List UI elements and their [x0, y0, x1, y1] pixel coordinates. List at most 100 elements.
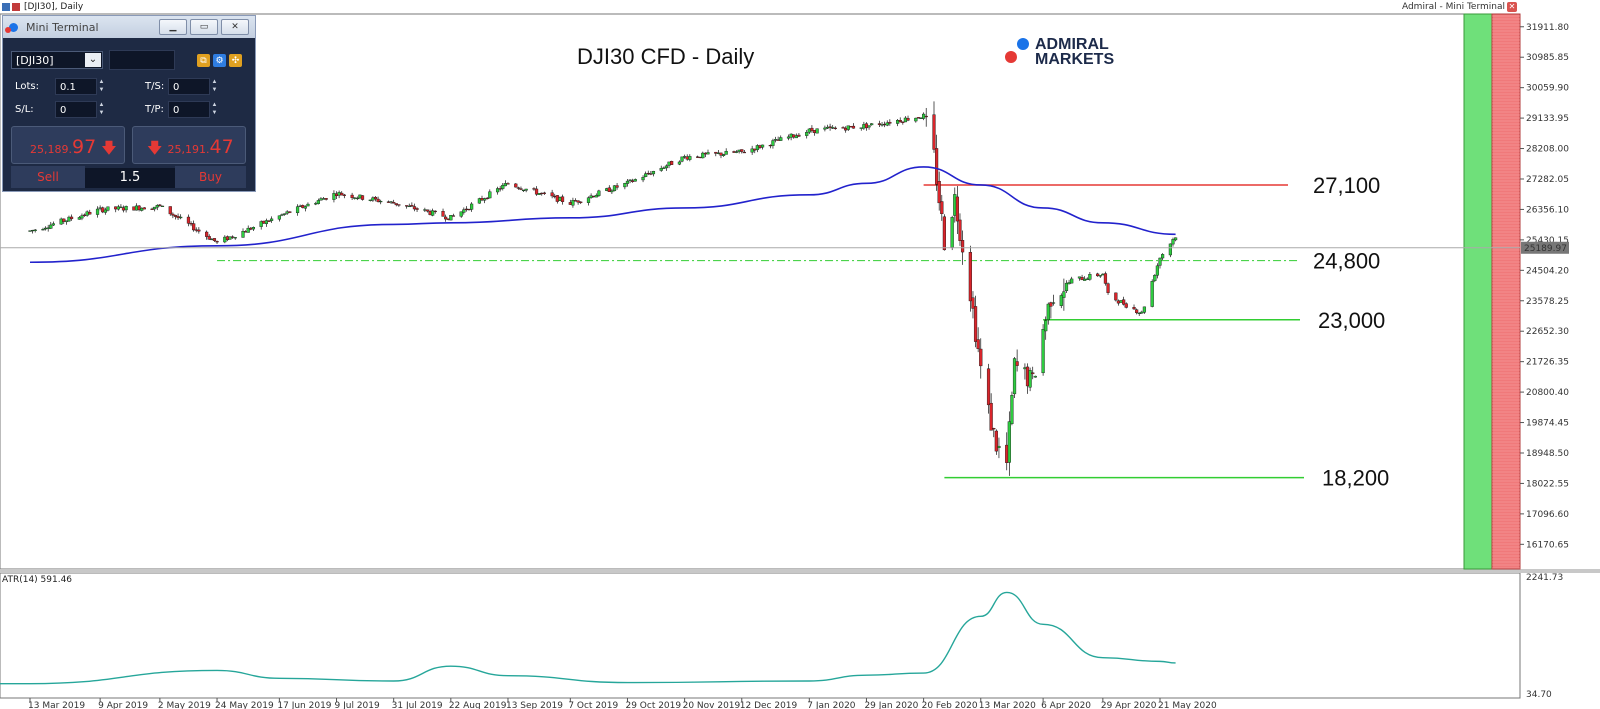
atr-line: [0, 591, 1176, 685]
candle: [1116, 300, 1121, 304]
candle: [498, 188, 502, 190]
candle: [942, 216, 946, 251]
candle: [98, 207, 102, 209]
y-tick-label: 30985.85: [1526, 53, 1569, 63]
candle: [179, 216, 183, 219]
candle: [677, 161, 682, 165]
candle: [1033, 375, 1037, 378]
chevron-down-icon[interactable]: ⌄: [85, 53, 101, 67]
candle: [1096, 273, 1100, 277]
candle: [77, 217, 81, 220]
chart-icon: [12, 3, 20, 11]
candle: [815, 128, 819, 134]
candle: [1025, 366, 1030, 387]
ts-stepper[interactable]: ▲ ▼: [211, 79, 218, 93]
candle: [433, 210, 437, 213]
candle: [828, 126, 832, 128]
candle: [519, 188, 523, 190]
x-tick-label: 7 Oct 2019: [568, 701, 618, 709]
candle: [558, 197, 562, 201]
expand-icon[interactable]: ✣: [229, 53, 242, 67]
candle: [446, 218, 450, 220]
tp-stepper[interactable]: ▲ ▼: [211, 102, 218, 116]
candle: [1010, 395, 1014, 424]
candle: [1132, 307, 1136, 310]
y-tick-label: 17096.60: [1526, 510, 1569, 520]
candle: [124, 206, 128, 211]
candle: [880, 124, 884, 126]
candle: [269, 218, 274, 221]
candle: [758, 145, 762, 148]
candle: [1007, 421, 1011, 463]
candle: [615, 185, 619, 188]
candle: [295, 206, 300, 214]
candle: [160, 205, 165, 207]
candle: [186, 216, 191, 224]
candle: [644, 173, 648, 177]
candle: [298, 205, 302, 207]
symbol-select[interactable]: [DJI30] ⌄: [11, 51, 103, 69]
candle: [896, 120, 900, 124]
admiral-icon: [5, 22, 18, 33]
ts-input[interactable]: 0: [168, 78, 210, 95]
maximize-button[interactable]: ▭: [190, 19, 218, 35]
arrow-down-icon: 🡇: [147, 139, 163, 157]
candle: [358, 194, 362, 199]
candle: [233, 237, 237, 239]
atr-indicator: [0, 591, 1176, 685]
candle: [425, 209, 430, 212]
mini-terminal-title-bar[interactable]: Mini Terminal ▁ ▭ ✕: [3, 16, 255, 38]
candle: [737, 149, 741, 152]
candle: [376, 198, 380, 202]
candle: [623, 183, 627, 188]
candle: [862, 124, 866, 129]
candle: [651, 170, 656, 175]
buy-zone-panel: [1463, 13, 1493, 570]
candle: [698, 156, 702, 159]
candle: [1062, 291, 1066, 298]
sl-input[interactable]: 0: [55, 101, 97, 118]
candle: [649, 173, 653, 175]
buy-button[interactable]: Buy: [175, 166, 246, 188]
candle: [716, 152, 720, 154]
tp-input[interactable]: 0: [168, 101, 210, 118]
account-field[interactable]: [109, 50, 175, 70]
gear-icon[interactable]: ⚙: [213, 53, 226, 67]
sell-price-button[interactable]: 25,189.97 🡇: [11, 126, 125, 164]
lots-stepper[interactable]: ▲ ▼: [98, 79, 105, 93]
candle: [477, 198, 482, 204]
candle: [1015, 361, 1019, 366]
candle: [319, 198, 323, 201]
minimize-button[interactable]: ▁: [159, 19, 187, 35]
candle: [392, 202, 396, 204]
x-tick-label: 17 Jun 2019: [277, 701, 331, 709]
candle: [573, 200, 578, 202]
mini-terminal[interactable]: Mini Terminal ▁ ▭ ✕ [DJI30] ⌄ ⧉ ⚙ ✣ Lots…: [2, 15, 256, 192]
lots-input[interactable]: 0.1: [55, 78, 97, 95]
candle: [301, 205, 305, 208]
x-tick-label: 13 Mar 2019: [28, 701, 85, 709]
sell-button[interactable]: Sell: [11, 166, 85, 188]
candle: [1070, 278, 1074, 284]
candle: [534, 188, 539, 195]
y-tick-label: 31911.80: [1526, 23, 1569, 33]
candle: [950, 217, 954, 248]
candle: [30, 229, 35, 232]
candle: [441, 211, 445, 217]
copy-icon[interactable]: ⧉: [197, 53, 210, 67]
candle: [449, 215, 453, 221]
close-icon[interactable]: ✕: [1507, 2, 1517, 12]
sl-stepper[interactable]: ▲ ▼: [98, 102, 105, 116]
candle: [553, 195, 557, 198]
lot-size-input[interactable]: 1.5: [85, 168, 175, 188]
ma-line: [29, 166, 1176, 264]
candle: [680, 156, 684, 162]
candle: [43, 227, 48, 230]
candle: [82, 214, 87, 216]
candle: [688, 156, 692, 160]
buy-price-button[interactable]: 🡇 25,191.47: [132, 126, 246, 164]
candle: [314, 203, 318, 205]
y-tick-label: 30059.90: [1526, 84, 1569, 94]
close-button[interactable]: ✕: [221, 19, 249, 35]
